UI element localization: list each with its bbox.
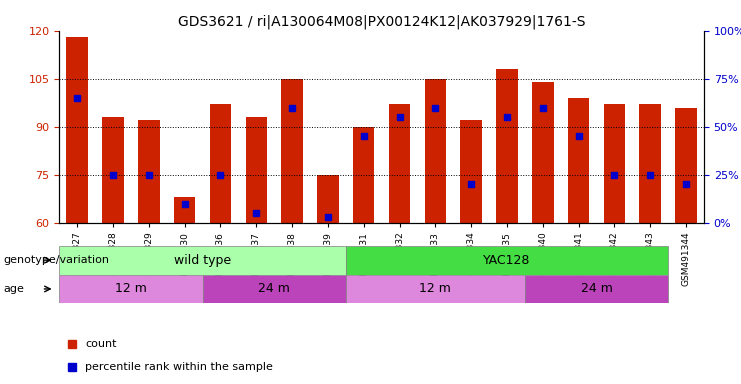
Text: 24 m: 24 m: [580, 283, 613, 295]
Bar: [604, 104, 625, 223]
Bar: [210, 104, 231, 223]
Text: 12 m: 12 m: [115, 283, 147, 295]
FancyBboxPatch shape: [59, 246, 346, 275]
Text: 24 m: 24 m: [258, 283, 290, 295]
Text: YAC128: YAC128: [483, 254, 531, 266]
Bar: [496, 69, 518, 223]
Title: GDS3621 / ri|A130064M08|PX00124K12|AK037929|1761-S: GDS3621 / ri|A130064M08|PX00124K12|AK037…: [178, 14, 585, 29]
Bar: [282, 79, 303, 223]
Text: count: count: [85, 339, 116, 349]
Bar: [174, 197, 196, 223]
FancyBboxPatch shape: [346, 275, 525, 303]
Bar: [425, 79, 446, 223]
Bar: [639, 104, 661, 223]
Text: 12 m: 12 m: [419, 283, 451, 295]
Bar: [138, 120, 159, 223]
FancyBboxPatch shape: [525, 275, 668, 303]
Bar: [353, 127, 374, 223]
Text: age: age: [4, 284, 24, 294]
Bar: [67, 37, 88, 223]
FancyBboxPatch shape: [346, 246, 668, 275]
Text: genotype/variation: genotype/variation: [4, 255, 110, 265]
Bar: [102, 117, 124, 223]
Bar: [317, 175, 339, 223]
Text: percentile rank within the sample: percentile rank within the sample: [85, 362, 273, 372]
Bar: [568, 98, 589, 223]
Bar: [675, 108, 697, 223]
Bar: [532, 82, 554, 223]
FancyBboxPatch shape: [202, 275, 346, 303]
Bar: [460, 120, 482, 223]
Text: wild type: wild type: [174, 254, 231, 266]
Bar: [245, 117, 267, 223]
FancyBboxPatch shape: [59, 275, 202, 303]
Bar: [389, 104, 411, 223]
